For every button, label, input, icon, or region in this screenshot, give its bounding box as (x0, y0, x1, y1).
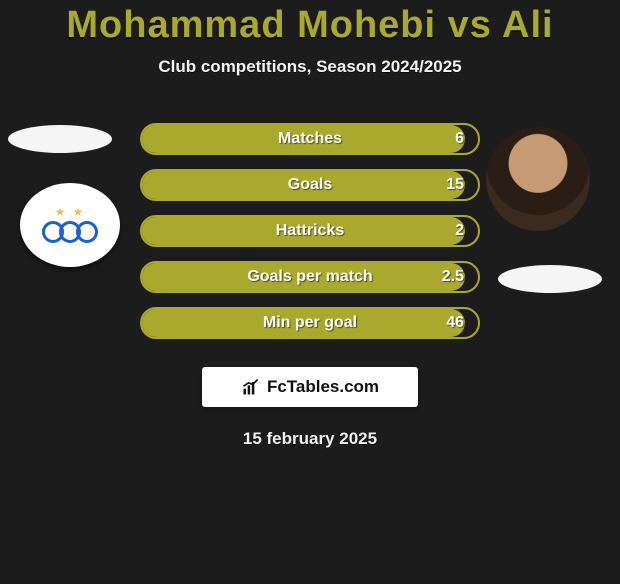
page-title: Mohammad Mohebi vs Ali (0, 4, 620, 47)
avatar-face-icon (486, 127, 590, 231)
left-player-ellipse (8, 125, 112, 153)
stat-bar-fill (142, 171, 465, 199)
stat-bar-fill (142, 309, 465, 337)
stat-bar-value: 6 (455, 125, 464, 153)
brand-text: FcTables.com (267, 377, 379, 397)
stat-bar-value: 46 (446, 309, 464, 337)
stat-bar: Min per goal46 (140, 307, 480, 339)
stat-bar-value: 2.5 (442, 263, 464, 291)
stat-bar-fill (142, 125, 465, 153)
brand-badge: FcTables.com (202, 367, 418, 407)
stats-bars: Matches6 Goals15 Hattricks2 Goals per match… (140, 105, 480, 339)
footer-date: 15 february 2025 (0, 429, 620, 449)
stat-bar-value: 15 (446, 171, 464, 199)
badge-rings-icon (42, 221, 98, 245)
badge-stars: ★ ★ (55, 205, 86, 219)
left-club-badge: ★ ★ (20, 183, 120, 267)
stat-bar-fill (142, 217, 465, 245)
right-player-avatar (486, 127, 590, 231)
comparison-stage: ★ ★ Matches6 Goals15 Hattricks2 Goals per m… (0, 105, 620, 339)
stat-bar-value: 2 (455, 217, 464, 245)
right-player-ellipse (498, 265, 602, 293)
stat-bar: Goals per match2.5 (140, 261, 480, 293)
stat-bar-fill (142, 263, 465, 291)
stat-bar: Matches6 (140, 123, 480, 155)
chart-icon (241, 377, 261, 397)
stat-bar: Hattricks2 (140, 215, 480, 247)
stat-bar: Goals15 (140, 169, 480, 201)
subtitle: Club competitions, Season 2024/2025 (0, 57, 620, 77)
